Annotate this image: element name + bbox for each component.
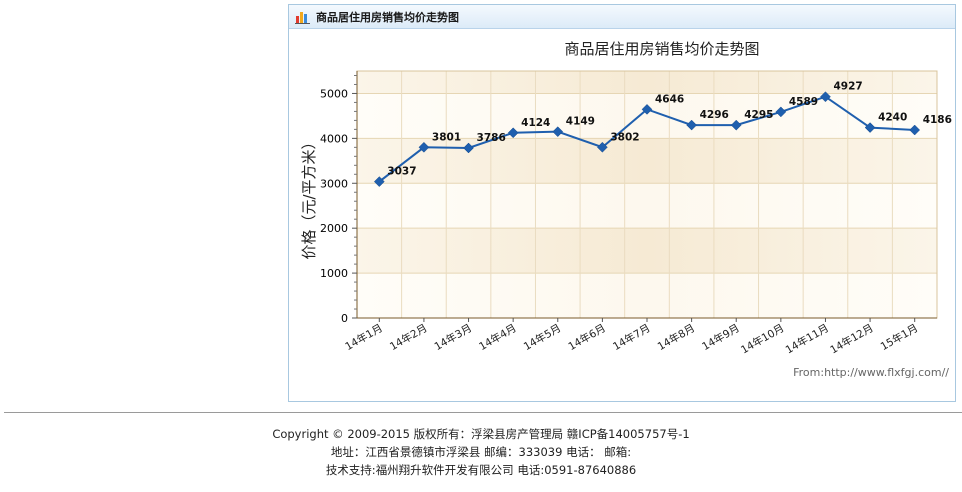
footer-support: 技术支持:福州翔升软件开发有限公司 电话:0591-87640886 bbox=[0, 461, 962, 479]
data-point-marker bbox=[820, 91, 831, 103]
data-point-marker bbox=[552, 126, 564, 138]
x-tick-label: 14年10月 bbox=[739, 321, 787, 356]
x-tick-label: 14年1月 bbox=[343, 321, 385, 353]
price-series bbox=[373, 91, 921, 187]
panel-title: 商品居住用房销售均价走势图 bbox=[316, 10, 459, 24]
plot-band bbox=[357, 138, 937, 184]
y-tick-label: 0 bbox=[341, 312, 348, 325]
x-tick-label: 15年1月 bbox=[878, 321, 920, 353]
data-point-marker bbox=[641, 103, 653, 115]
y-tick-label: 3000 bbox=[320, 177, 348, 190]
plot-band bbox=[357, 228, 937, 274]
data-label: 3037 bbox=[387, 166, 416, 178]
x-tick-label: 14年8月 bbox=[655, 321, 697, 353]
data-label: 3802 bbox=[610, 131, 639, 143]
data-label: 4149 bbox=[566, 116, 595, 128]
data-point-marker bbox=[463, 142, 474, 154]
data-point-marker bbox=[775, 106, 787, 118]
grid-lines bbox=[356, 70, 938, 319]
x-tick-label: 14年11月 bbox=[783, 321, 831, 356]
x-axis-ticks: 14年1月 14年2月 14年3月 14年4月 14年5月 14年6月 14年7月 14年8月… bbox=[343, 318, 920, 356]
support-company-link[interactable]: 福州翔升软件开发有限公司 bbox=[375, 463, 514, 477]
source-link[interactable]: From:http://www.flxfgj.com// bbox=[793, 366, 949, 379]
x-tick-label: 14年4月 bbox=[477, 321, 519, 353]
bar-chart-icon bbox=[295, 11, 310, 24]
x-tick-label: 14年9月 bbox=[700, 321, 742, 353]
plot-band bbox=[357, 183, 937, 229]
data-label: 4927 bbox=[833, 81, 862, 93]
data-label: 3786 bbox=[477, 132, 506, 144]
data-label: 4646 bbox=[655, 93, 684, 105]
footer: Copyright © 2009-2015 版权所有：浮梁县房产管理局 赣ICP… bbox=[0, 425, 962, 479]
support-label: 技术支持: bbox=[325, 463, 376, 477]
price-trend-chart: 商品居住用房销售均价走势图 0 1000 2000 3000 4000 5000 14年1… bbox=[300, 40, 952, 379]
plot-band bbox=[357, 71, 937, 94]
x-tick-label: 14年6月 bbox=[566, 321, 608, 353]
chart-title: 商品居住用房销售均价走势图 bbox=[564, 40, 759, 58]
data-point-marker bbox=[909, 124, 921, 136]
data-label: 4296 bbox=[700, 109, 729, 121]
data-point-marker bbox=[730, 119, 742, 131]
y-tick-label: 4000 bbox=[320, 132, 348, 145]
x-tick-label: 14年7月 bbox=[610, 321, 652, 353]
data-point-marker bbox=[507, 127, 519, 139]
y-tick-label: 5000 bbox=[320, 87, 348, 100]
x-tick-label: 14年3月 bbox=[432, 321, 474, 353]
y-tick-label: 2000 bbox=[320, 222, 348, 235]
data-point-marker bbox=[864, 122, 876, 133]
panel-header: 商品居住用房销售均价走势图 bbox=[289, 5, 955, 29]
x-tick-label: 14年12月 bbox=[828, 321, 876, 356]
data-point-marker bbox=[373, 176, 385, 187]
data-label: 4186 bbox=[923, 114, 952, 126]
data-label: 3801 bbox=[432, 131, 461, 143]
data-point-marker bbox=[597, 141, 608, 153]
x-tick-label: 14年2月 bbox=[387, 321, 429, 353]
data-labels: 3037 3801 3786 4124 4149 3802 4646 4296 4295 4589… bbox=[387, 81, 952, 178]
data-point-marker bbox=[686, 119, 697, 131]
y-axis-ticks: 0 1000 2000 3000 4000 5000 bbox=[320, 74, 357, 325]
footer-address: 地址：江西省景德镇市浮梁县 邮编：333039 电话： 邮箱: bbox=[330, 445, 632, 459]
chart-panel: 商品居住用房销售均价走势图 商品居住用房销售均价走势图 0 1000 2000 300… bbox=[288, 4, 956, 402]
x-tick-label: 14年5月 bbox=[521, 321, 563, 353]
data-label: 4295 bbox=[744, 109, 773, 121]
data-label: 4240 bbox=[878, 112, 907, 124]
support-phone: 电话:0591-87640886 bbox=[513, 463, 637, 477]
data-point-marker bbox=[418, 141, 430, 153]
footer-divider bbox=[4, 412, 962, 413]
plot-band bbox=[357, 273, 937, 318]
footer-copyright: Copyright © 2009-2015 版权所有：浮梁县房产管理局 赣ICP… bbox=[272, 427, 690, 441]
y-tick-label: 1000 bbox=[320, 267, 348, 280]
data-label: 4124 bbox=[521, 117, 550, 129]
plot-background bbox=[357, 71, 937, 318]
y-axis-label: 价格（元/平方米） bbox=[300, 134, 318, 259]
data-label: 4589 bbox=[789, 96, 818, 108]
plot-band bbox=[357, 93, 937, 139]
